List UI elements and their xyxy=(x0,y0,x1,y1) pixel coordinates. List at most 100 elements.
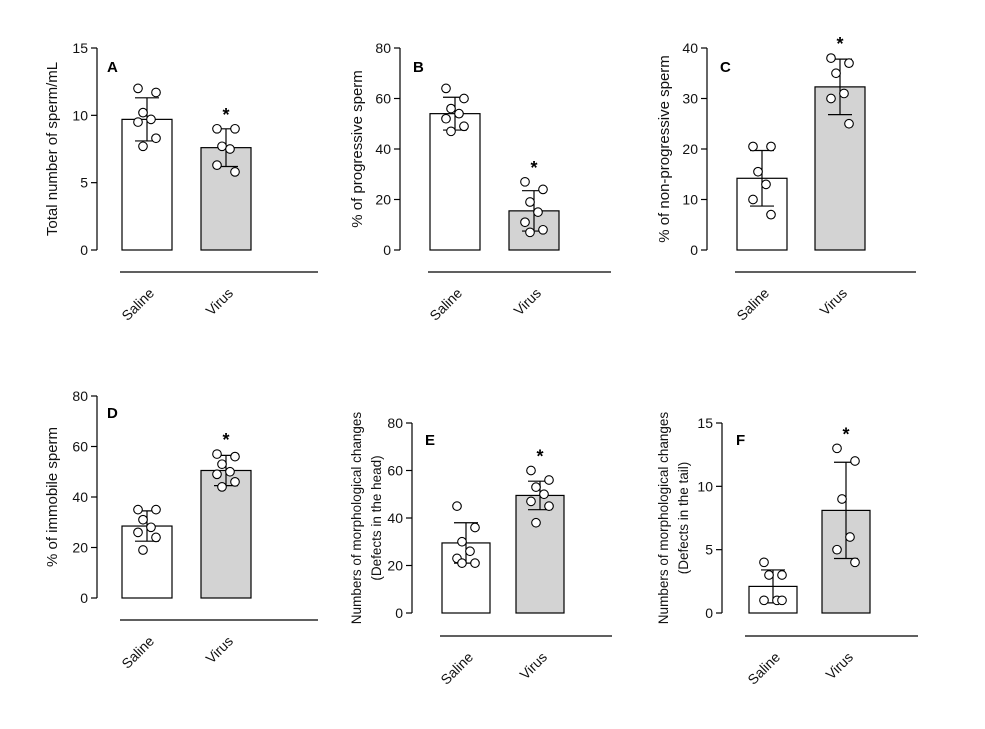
data-point-saline xyxy=(151,504,161,515)
y-tick-label: 0 xyxy=(80,242,88,258)
data-point-saline xyxy=(465,546,475,557)
panel-b-letter: B xyxy=(413,59,424,76)
data-point-virus xyxy=(525,227,535,238)
y-tick-label: 80 xyxy=(387,415,403,431)
y-tick-label: 20 xyxy=(387,558,403,574)
panel-c-y-ticks: 0 10 20 30 40 xyxy=(682,40,707,258)
panel-d-category-virus: Virus xyxy=(202,633,236,667)
y-tick-label: 60 xyxy=(72,439,88,455)
panel-e-category-saline: Saline xyxy=(437,649,476,688)
data-point-virus xyxy=(839,88,849,99)
data-point-virus xyxy=(526,465,536,476)
panel-c-category-saline: Saline xyxy=(733,285,772,324)
y-tick-label: 15 xyxy=(72,40,88,56)
data-point-virus xyxy=(538,224,548,235)
y-tick-label: 10 xyxy=(72,107,88,123)
data-point-virus xyxy=(538,184,548,195)
data-point-virus xyxy=(230,167,240,177)
data-point-saline xyxy=(133,117,143,127)
data-point-virus xyxy=(832,443,842,454)
data-point-virus xyxy=(832,544,842,555)
data-point-virus xyxy=(217,482,227,492)
data-point-virus xyxy=(844,118,854,129)
y-tick-label: 80 xyxy=(72,388,88,404)
data-point-saline xyxy=(441,113,451,124)
panel-d: 0 20 40 60 80 % of immobile sperm D Saline V… xyxy=(44,388,318,672)
panel-d-data-points xyxy=(133,449,240,555)
panel-b-bars xyxy=(429,96,560,251)
data-point-virus xyxy=(539,489,549,500)
data-point-virus xyxy=(225,466,235,477)
y-tick-label: 5 xyxy=(705,542,713,558)
data-point-virus xyxy=(850,456,860,466)
data-point-saline xyxy=(761,179,771,190)
y-tick-label: 15 xyxy=(697,415,713,431)
data-point-saline xyxy=(454,108,464,119)
data-point-virus xyxy=(212,449,222,459)
data-point-saline xyxy=(146,522,156,533)
panel-a-category-virus: Virus xyxy=(202,285,236,319)
y-tick-label: 40 xyxy=(387,510,403,526)
data-point-saline xyxy=(441,83,451,94)
panel-e-y-ticks: 0 20 40 60 80 xyxy=(387,415,412,621)
y-tick-label: 0 xyxy=(80,590,88,606)
y-tick-label: 0 xyxy=(690,242,698,258)
panel-d-bars xyxy=(121,454,252,599)
y-tick-label: 0 xyxy=(705,605,713,621)
data-point-virus xyxy=(230,123,240,134)
data-point-saline xyxy=(759,557,769,568)
panel-d-category-saline: Saline xyxy=(118,633,157,672)
panel-a-letter: A xyxy=(107,59,118,76)
panel-e-significance-virus: * xyxy=(536,447,543,467)
data-point-saline xyxy=(452,501,462,511)
y-tick-label: 40 xyxy=(375,141,391,157)
panel-f-letter: F xyxy=(736,432,745,449)
y-tick-label: 40 xyxy=(682,40,698,56)
panel-a-y-ticks: 0 5 10 15 xyxy=(72,40,97,258)
bar-virus xyxy=(814,86,866,251)
panel-b-data-points xyxy=(441,83,548,238)
data-point-virus xyxy=(520,217,530,228)
data-point-saline xyxy=(133,504,143,515)
panel-c-category-virus: Virus xyxy=(816,285,850,319)
data-point-saline xyxy=(138,141,148,152)
panel-b-y-axis-label: % of progressive sperm xyxy=(349,70,366,228)
data-point-saline xyxy=(446,126,456,137)
panel-e-data-points xyxy=(452,465,554,568)
panel-f-y-ticks: 0 5 10 15 xyxy=(697,415,722,621)
data-point-virus xyxy=(533,207,543,217)
panel-f-y-axis-label: Numbers of morphological changes xyxy=(656,412,671,625)
data-point-saline xyxy=(138,545,148,555)
data-point-saline xyxy=(748,194,758,205)
panel-c-bars xyxy=(736,58,866,251)
data-point-saline xyxy=(138,514,148,525)
data-point-virus xyxy=(544,501,554,511)
panel-e-y-axis-label-2: (Defects in the head) xyxy=(369,455,384,580)
data-point-saline xyxy=(748,141,758,152)
data-point-saline xyxy=(151,87,161,98)
data-point-saline xyxy=(133,83,143,94)
data-point-virus xyxy=(831,68,841,79)
panel-a: 0 5 10 15 Total number of sperm/mL A Saline… xyxy=(44,40,318,324)
data-point-virus xyxy=(850,557,860,568)
data-point-virus xyxy=(837,494,847,504)
data-point-saline xyxy=(470,558,480,568)
data-point-virus xyxy=(217,459,227,470)
panel-c: 0 10 20 30 40 % of non-progressive sperm C S… xyxy=(656,34,916,324)
panel-a-category-saline: Saline xyxy=(118,285,157,324)
data-point-saline xyxy=(777,595,787,606)
panel-a-significance-virus: * xyxy=(222,105,229,125)
panel-f-y-axis-label-2: (Defects in the tail) xyxy=(676,462,691,575)
data-point-saline xyxy=(459,93,469,104)
y-tick-label: 20 xyxy=(375,192,391,208)
data-point-virus xyxy=(212,469,222,480)
panel-d-significance-virus: * xyxy=(222,430,229,450)
data-point-virus xyxy=(844,58,854,69)
panel-a-y-axis-label: Total number of sperm/mL xyxy=(44,62,61,236)
y-tick-label: 80 xyxy=(375,40,391,56)
y-tick-label: 10 xyxy=(682,192,698,208)
bar-virus xyxy=(200,469,252,599)
data-point-saline xyxy=(457,536,467,547)
data-point-saline xyxy=(470,522,480,533)
